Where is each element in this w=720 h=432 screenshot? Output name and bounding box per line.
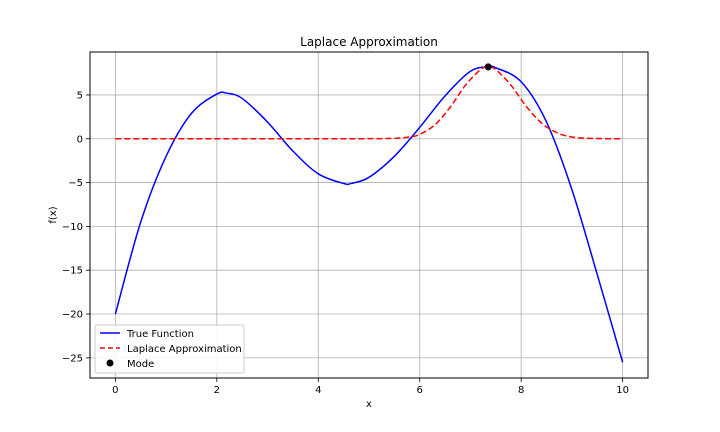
- x-tick-label: 0: [112, 385, 118, 396]
- y-tick-label: −25: [62, 353, 83, 364]
- y-tick-label: −10: [62, 222, 83, 233]
- x-axis-title: x: [366, 399, 372, 410]
- x-tick-label: 2: [214, 385, 220, 396]
- x-tick-label: 8: [518, 385, 524, 396]
- series-line-true-function: [114, 65, 624, 363]
- series-line-laplace-approximation: [115, 66, 623, 140]
- x-tick-label: 6: [417, 385, 423, 396]
- legend: True Function Laplace Approximation Mode: [94, 324, 245, 374]
- plot-area: [114, 63, 624, 363]
- y-axis-title: f(x): [48, 206, 59, 223]
- y-tick-label: −20: [62, 310, 83, 321]
- y-tick-label: 0: [77, 134, 83, 145]
- chart-title: Laplace Approximation: [300, 35, 438, 49]
- legend-box: [94, 324, 245, 374]
- x-tick-label: 10: [616, 385, 629, 396]
- legend-swatch-mode: [106, 359, 114, 367]
- legend-label-laplace-approximation: Laplace Approximation: [127, 344, 242, 355]
- y-tick-label: 5: [77, 90, 83, 101]
- x-axis: 0 2 4 6 8 10: [112, 378, 629, 396]
- x-tick-label: 4: [315, 385, 321, 396]
- legend-label-true-function: True Function: [126, 329, 194, 340]
- legend-label-mode: Mode: [127, 359, 154, 370]
- plot-frame: [89, 51, 649, 379]
- y-tick-label: −15: [62, 266, 83, 277]
- y-axis: 5 0 −5 −10 −15 −20 −25: [62, 90, 90, 364]
- mode-point: [484, 63, 492, 71]
- y-tick-label: −5: [68, 178, 83, 189]
